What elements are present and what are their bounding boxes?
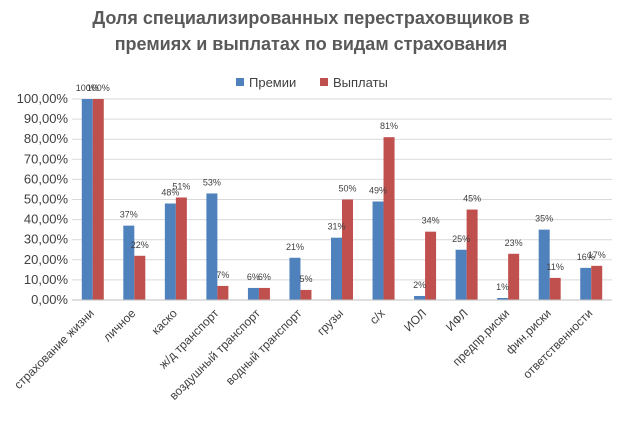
data-label: 16% <box>577 252 595 262</box>
data-label: 6% <box>247 272 260 282</box>
bar-premii <box>414 295 426 300</box>
y-tick-label: 50,00% <box>24 192 69 207</box>
data-label: 49% <box>369 186 387 196</box>
data-label: 11% <box>547 262 564 272</box>
data-label: 35% <box>535 214 553 224</box>
bar-premii <box>580 267 592 300</box>
y-tick-label: 80,00% <box>24 131 69 146</box>
data-label: 81% <box>380 121 398 131</box>
data-label: 17% <box>588 250 606 260</box>
bar-premii <box>247 287 259 300</box>
bar-premii <box>372 201 384 300</box>
y-tick-label: 70,00% <box>24 151 69 166</box>
data-label: 2% <box>413 280 426 290</box>
bar-premii <box>164 203 176 300</box>
bar-premii <box>497 297 509 300</box>
data-label: 100% <box>87 83 110 93</box>
data-label: 25% <box>452 234 470 244</box>
chart-title-line-2: премиях и выплатах по видам страхования <box>115 34 508 54</box>
data-labels: 100%100% 37% 22% 48%51% 53% 7% 6%6% 21% 5% 31% 50%… <box>76 83 606 292</box>
bar-vyplaty <box>549 277 561 300</box>
y-tick-label: 100,00% <box>17 91 69 106</box>
data-label: 1% <box>496 282 509 292</box>
bar-vyplaty <box>175 197 187 300</box>
legend-swatch <box>236 78 244 86</box>
bar-vyplaty <box>425 231 437 300</box>
data-label: 37% <box>120 210 138 220</box>
x-category-label: страхование жизни <box>11 306 97 392</box>
data-label: 5% <box>299 274 312 284</box>
bar-premii <box>331 237 342 300</box>
bar-premii <box>81 99 93 300</box>
bar-vyplaty <box>134 255 146 300</box>
bar-premii <box>455 249 467 300</box>
data-label: 7% <box>216 270 229 280</box>
x-category-label: личное <box>100 306 138 344</box>
data-label: 21% <box>286 242 304 252</box>
bar-vyplaty <box>383 137 395 300</box>
bar-premii <box>206 193 218 300</box>
y-tick-label: 30,00% <box>24 232 69 247</box>
x-category-label: каско <box>149 306 181 338</box>
x-category-label: грузы <box>314 306 346 338</box>
x-category-label: ИФЛ <box>443 306 471 334</box>
bar-premii <box>538 229 550 300</box>
y-tick-label: 40,00% <box>24 212 69 227</box>
y-axis: 0,00% 10,00% 20,00% 30,00% 40,00% 50,00% 60,00… <box>17 91 69 307</box>
bar-vyplaty <box>258 287 270 300</box>
bar-vyplaty <box>217 285 229 300</box>
data-label: 48% <box>161 188 179 198</box>
data-label: 6% <box>258 272 271 282</box>
legend-entry: Выплаты <box>333 75 388 90</box>
data-label: 31% <box>327 222 345 232</box>
bar-vyplaty <box>300 289 312 300</box>
legend: Премии Выплаты <box>236 75 388 90</box>
data-label: 45% <box>463 194 481 204</box>
x-category-label: ИОЛ <box>401 306 429 334</box>
bar-premii <box>289 257 301 300</box>
bar-vyplaty <box>508 253 520 300</box>
data-label: 51% <box>172 181 190 191</box>
bar-premii <box>123 225 135 300</box>
data-label: 22% <box>131 240 149 250</box>
bars <box>81 99 603 300</box>
data-label: 34% <box>422 216 440 226</box>
bar-vyplaty <box>92 99 104 300</box>
y-tick-label: 90,00% <box>24 111 69 126</box>
data-label: 50% <box>338 184 356 194</box>
data-label: 53% <box>203 177 221 187</box>
y-tick-label: 60,00% <box>24 171 69 186</box>
y-tick-label: 0,00% <box>31 292 68 307</box>
legend-entry: Премии <box>249 75 296 90</box>
bar-vyplaty <box>591 265 603 300</box>
bar-vyplaty <box>342 199 353 300</box>
y-tick-label: 20,00% <box>24 252 69 267</box>
data-label: 23% <box>505 238 523 248</box>
legend-swatch <box>320 78 328 86</box>
chart-title-line-1: Доля специализированных перестраховщиков… <box>92 8 529 28</box>
data-label: 100% <box>76 83 99 93</box>
x-category-label: с/х <box>367 306 388 327</box>
y-tick-label: 10,00% <box>24 272 69 287</box>
x-category-label: водный транспорт <box>223 306 305 388</box>
bar-vyplaty <box>466 209 478 300</box>
